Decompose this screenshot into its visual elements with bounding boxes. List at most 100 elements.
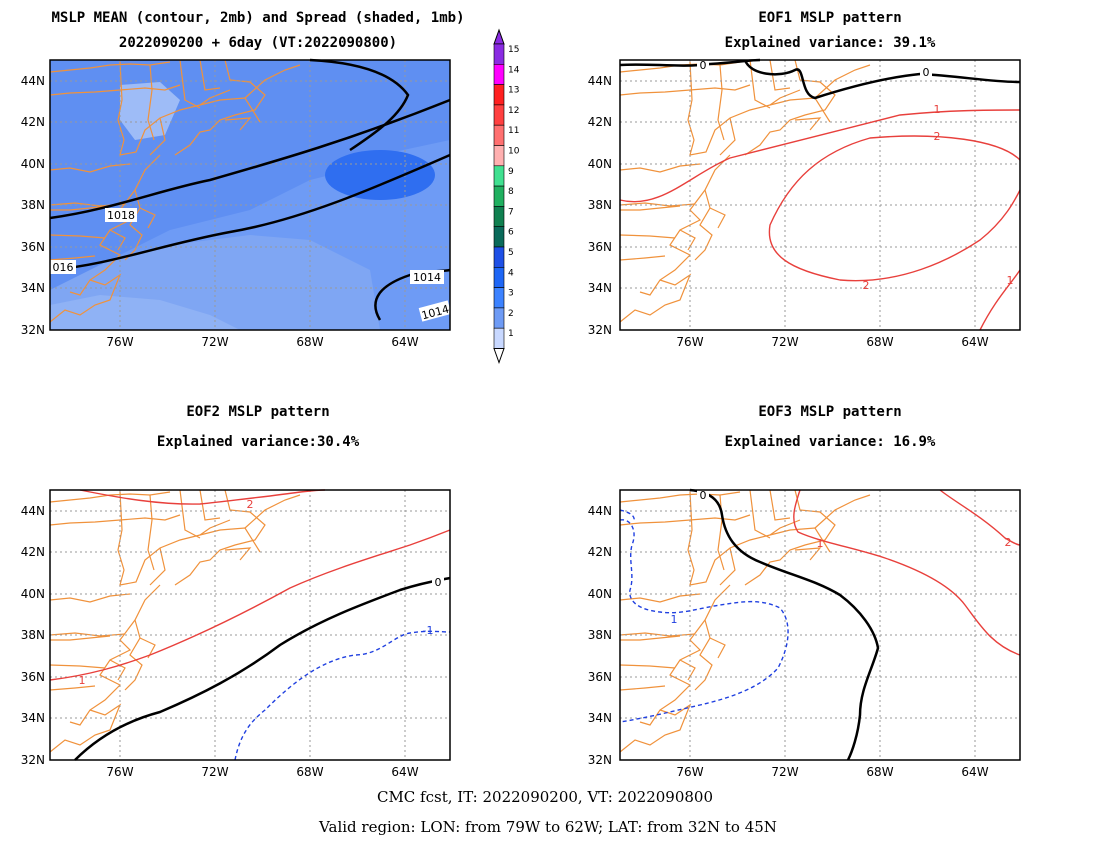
colorbar-swatch — [493, 84, 505, 106]
lon-axis-labels: 76W 72W 68W 64W — [676, 335, 988, 349]
svg-text:36N: 36N — [21, 240, 45, 254]
panel-eof1: EOF1 MSLP pattern Explained variance: 39… — [588, 10, 1021, 349]
svg-text:76W: 76W — [106, 335, 133, 349]
lon-axis-labels: 76W 72W 68W 64W — [676, 765, 988, 779]
svg-text:0: 0 — [923, 66, 930, 79]
svg-text:0: 0 — [435, 576, 442, 589]
positive-contours — [619, 109, 1021, 331]
panel-mean: MSLP MEAN (contour, 2mb) and Spread (sha… — [21, 10, 465, 349]
svg-text:44N: 44N — [588, 74, 612, 88]
svg-text:44N: 44N — [21, 74, 45, 88]
colorbar-swatch — [493, 64, 505, 85]
svg-text:76W: 76W — [676, 765, 703, 779]
colorbar-swatch — [493, 104, 505, 126]
lat-axis-labels: 44N 42N 40N 38N 36N 34N 32N — [21, 504, 45, 767]
svg-text:64W: 64W — [391, 335, 418, 349]
panel-eof2: EOF2 MSLP pattern Explained variance:30.… — [21, 404, 451, 779]
svg-text:76W: 76W — [676, 335, 703, 349]
contour-labels: 0 1 2 1 — [671, 489, 1012, 626]
panel-frame — [49, 489, 451, 761]
contour-label-1018: 1018 — [107, 209, 135, 222]
colorbar-label: 11 — [508, 126, 519, 136]
contour-labels: 2 1 0 -1 — [79, 498, 444, 687]
colorbar-swatch — [493, 165, 505, 187]
colorbar-label: 4 — [508, 268, 514, 278]
colorbar-swatch — [493, 145, 505, 167]
colorbar-swatch — [493, 327, 505, 349]
svg-text:68W: 68W — [296, 765, 323, 779]
panel-eof1-title-line2: Explained variance: 39.1% — [725, 35, 936, 51]
svg-text:68W: 68W — [866, 335, 893, 349]
colorbar-swatch — [493, 43, 505, 65]
panel-eof3-title-line1: EOF3 MSLP pattern — [758, 404, 901, 420]
panel-frame — [49, 59, 451, 331]
svg-text:32N: 32N — [588, 753, 612, 767]
positive-contours — [793, 489, 1021, 656]
lat-axis-labels: 44N 42N 40N 38N 36N 34N 32N — [588, 504, 612, 767]
svg-text:1: 1 — [817, 537, 824, 550]
svg-text:42N: 42N — [21, 545, 45, 559]
contour-labels: 1018 016 1014 1014 — [50, 208, 452, 322]
svg-text:40N: 40N — [21, 157, 45, 171]
svg-text:38N: 38N — [21, 198, 45, 212]
gridlines — [620, 60, 1020, 330]
svg-text:72W: 72W — [201, 765, 228, 779]
svg-text:36N: 36N — [588, 670, 612, 684]
colorbar-label: 8 — [508, 187, 514, 197]
contour-label-1016: 016 — [53, 261, 74, 274]
svg-text:1: 1 — [79, 674, 86, 687]
svg-text:68W: 68W — [296, 335, 323, 349]
svg-text:72W: 72W — [771, 335, 798, 349]
colorbar-label: 3 — [508, 289, 514, 299]
panel-eof3-title-line2: Explained variance: 16.9% — [725, 434, 936, 450]
footer-forecast-info: CMC fcst, IT: 2022090200, VT: 2022090800 — [377, 788, 713, 806]
svg-text:72W: 72W — [771, 765, 798, 779]
colorbar-label: 6 — [508, 228, 514, 238]
lat-axis-labels: 44N 42N 40N 38N 36N 34N 32N — [588, 74, 612, 337]
svg-text:34N: 34N — [21, 281, 45, 295]
colorbar-swatch — [493, 124, 505, 146]
svg-text:64W: 64W — [391, 765, 418, 779]
svg-text:34N: 34N — [588, 281, 612, 295]
svg-text:76W: 76W — [106, 765, 133, 779]
svg-text:0: 0 — [700, 59, 707, 72]
colorbar-label: 1 — [508, 329, 514, 339]
colorbar-label: 9 — [508, 167, 514, 177]
colorbar-swatch — [493, 206, 505, 227]
panel-eof2-title-line2: Explained variance:30.4% — [157, 434, 360, 450]
svg-text:1: 1 — [1007, 274, 1014, 287]
colorbar-label: 15 — [508, 45, 519, 55]
zero-contour — [689, 488, 880, 761]
spread-shading-low-north — [120, 82, 180, 140]
svg-text:72W: 72W — [201, 335, 228, 349]
colorbar-label: 13 — [508, 86, 519, 96]
svg-text:44N: 44N — [588, 504, 612, 518]
colorbar-label: 10 — [508, 147, 520, 157]
svg-text:40N: 40N — [588, 157, 612, 171]
svg-text:42N: 42N — [588, 115, 612, 129]
svg-text:64W: 64W — [961, 765, 988, 779]
svg-text:64W: 64W — [961, 335, 988, 349]
colorbar-swatch — [493, 185, 505, 207]
lat-axis-labels: 44N 42N 40N 38N 36N 34N 32N — [21, 74, 45, 337]
negative-contours — [619, 509, 789, 723]
svg-text:36N: 36N — [588, 240, 612, 254]
contour-labels: 0 0 1 2 2 1 — [697, 59, 1014, 292]
colorbar-bottom-arrow — [493, 348, 505, 364]
colorbar-top-arrow — [493, 28, 505, 45]
svg-text:0: 0 — [700, 489, 707, 502]
spread-maximum-area — [325, 150, 435, 200]
svg-text:32N: 32N — [588, 323, 612, 337]
svg-text:38N: 38N — [21, 628, 45, 642]
svg-text:2: 2 — [934, 130, 941, 143]
svg-text:42N: 42N — [588, 545, 612, 559]
panel-eof1-title-line1: EOF1 MSLP pattern — [758, 10, 901, 26]
svg-text:32N: 32N — [21, 323, 45, 337]
svg-text:42N: 42N — [21, 115, 45, 129]
svg-text:2: 2 — [247, 498, 254, 511]
panel-eof2-title-line1: EOF2 MSLP pattern — [186, 404, 329, 420]
svg-text:2: 2 — [1005, 536, 1012, 549]
spread-colorbar: 15 14 13 12 11 10 9 8 7 6 5 4 3 2 1 — [493, 28, 520, 364]
gridlines — [50, 490, 450, 760]
